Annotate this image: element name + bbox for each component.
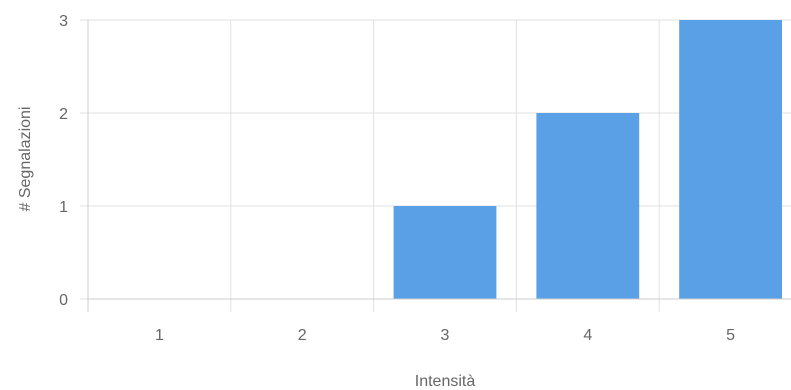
bar-5 bbox=[679, 20, 782, 299]
bars bbox=[393, 20, 782, 299]
x-tick-label: 2 bbox=[298, 327, 307, 344]
y-axis-title: # Segnalazioni bbox=[17, 107, 34, 212]
y-tick-labels: 0 1 2 3 bbox=[59, 13, 68, 309]
bar-4 bbox=[536, 113, 640, 299]
x-axis-title: Intensità bbox=[415, 373, 476, 390]
x-tick-label: 5 bbox=[726, 327, 735, 344]
y-tick-label: 0 bbox=[59, 292, 68, 309]
y-tick-label: 3 bbox=[59, 13, 68, 30]
x-tick-labels: 1 2 3 4 5 bbox=[155, 327, 735, 344]
x-tick-label: 1 bbox=[155, 327, 164, 344]
bar-3 bbox=[393, 206, 497, 299]
y-tick-label: 2 bbox=[59, 106, 68, 123]
x-tick-label: 3 bbox=[441, 327, 450, 344]
x-tick-label: 4 bbox=[583, 327, 592, 344]
axes bbox=[87, 20, 791, 312]
y-tick-label: 1 bbox=[59, 199, 68, 216]
